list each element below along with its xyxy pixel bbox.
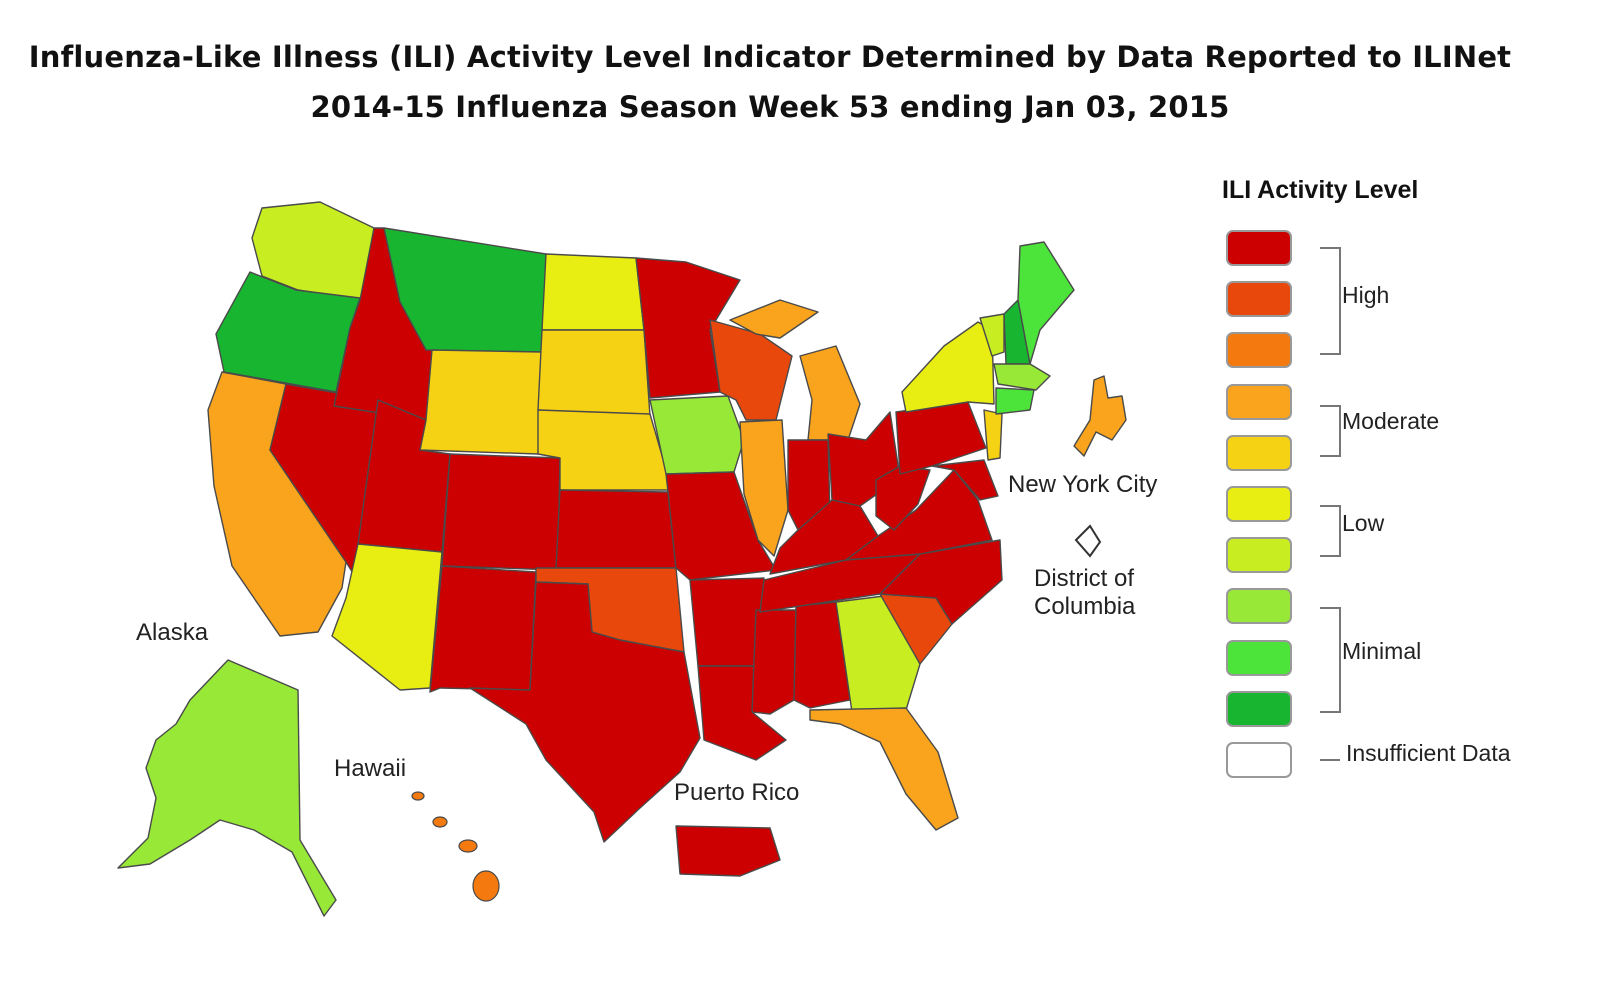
legend-swatch-level-3 [1226, 588, 1292, 624]
legend-group-insufficient: Insufficient Data [1346, 740, 1511, 766]
state-florida[interactable] [809, 707, 959, 831]
state-illinois[interactable] [739, 419, 789, 557]
us-ili-map: New York City District of Columbia Alask… [117, 201, 1157, 917]
state-michigan-upper[interactable] [729, 299, 819, 339]
state-virginia[interactable] [845, 469, 993, 561]
state-north-dakota[interactable] [541, 253, 645, 331]
state-wisconsin[interactable] [709, 319, 793, 421]
legend-group-moderate: Moderate [1342, 408, 1440, 434]
state-new-mexico[interactable] [429, 565, 537, 693]
state-kansas[interactable] [555, 489, 677, 569]
state-arizona[interactable] [331, 543, 443, 691]
label-puerto-rico: Puerto Rico [674, 779, 799, 806]
legend-swatch-level-8 [1226, 332, 1292, 368]
state-new-jersey[interactable] [983, 409, 1003, 461]
label-district-of-columbia-1: District of [1034, 565, 1134, 592]
legend-swatch-level-6 [1226, 435, 1292, 471]
legend-swatch-level-9 [1226, 281, 1292, 317]
label-new-york-city: New York City [1008, 471, 1157, 498]
legend-title: ILI Activity Level [1222, 176, 1419, 204]
legend-swatch-level-4 [1226, 537, 1292, 573]
state-arkansas[interactable] [689, 577, 765, 667]
state-iowa[interactable] [649, 395, 745, 475]
state-missouri[interactable] [665, 471, 777, 581]
legend-swatch-level-1 [1226, 691, 1292, 727]
nyc-inset[interactable] [1073, 375, 1127, 457]
map-title-line-2: 2014-15 Influenza Season Week 53 ending … [310, 90, 1230, 124]
state-wyoming[interactable] [419, 349, 543, 455]
label-hawaii: Hawaii [334, 755, 406, 782]
label-alaska: Alaska [136, 619, 209, 646]
state-alaska[interactable] [117, 659, 337, 917]
state-colorado[interactable] [441, 453, 561, 571]
legend-swatch-level-10 [1226, 230, 1292, 266]
dc-inset[interactable] [1074, 524, 1102, 558]
legend-group-high: High [1342, 282, 1390, 308]
state-alabama[interactable] [793, 601, 851, 709]
puerto-rico[interactable] [675, 825, 781, 877]
state-maryland-delaware[interactable] [931, 459, 999, 501]
state-michigan-lower[interactable] [799, 345, 861, 441]
state-vermont[interactable] [979, 313, 1005, 357]
state-new-york[interactable] [901, 321, 995, 413]
legend-swatch-level-5 [1226, 486, 1292, 522]
legend-swatch-level-7 [1226, 384, 1292, 420]
state-mississippi[interactable] [751, 609, 797, 715]
state-connecticut-ri[interactable] [995, 387, 1035, 415]
legend-brackets [1320, 247, 1341, 761]
legend-swatch-level-0 [1226, 742, 1292, 778]
state-massachusetts[interactable] [993, 363, 1051, 391]
legend-swatch-level-2 [1226, 640, 1292, 676]
legend-group-minimal: Minimal [1342, 638, 1422, 664]
legend-group-low: Low [1342, 510, 1385, 536]
state-south-dakota[interactable] [537, 329, 651, 417]
map-title-line-1: Influenza-Like Illness (ILI) Activity Le… [28, 40, 1512, 74]
label-district-of-columbia-2: Columbia [1034, 593, 1136, 620]
state-texas[interactable] [469, 581, 701, 843]
state-maine[interactable] [1017, 241, 1075, 365]
state-hawaii[interactable] [411, 791, 500, 902]
